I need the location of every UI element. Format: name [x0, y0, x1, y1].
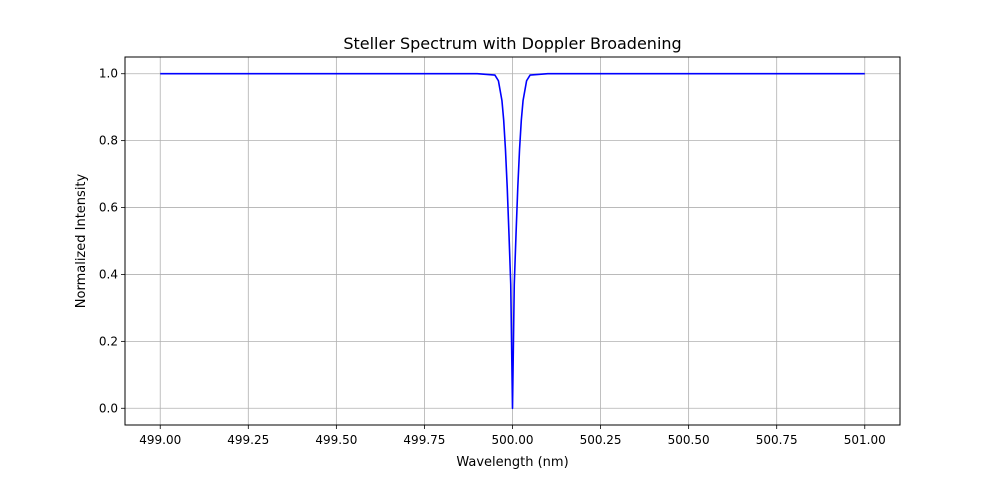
chart-title: Steller Spectrum with Doppler Broadening: [343, 34, 681, 53]
y-tick-label: 0.4: [99, 267, 118, 281]
y-axis: 0.0 0.2 0.4 0.6 0.8 1.0: [99, 67, 125, 415]
x-axis-label: Wavelength (nm): [456, 455, 568, 470]
x-axis: 499.00 499.25 499.50 499.75 500.00 500.25 500.…: [139, 425, 886, 447]
x-tick-label: 500.25: [580, 433, 622, 447]
x-tick-label: 500.50: [668, 433, 710, 447]
y-tick-label: 0.8: [99, 134, 118, 148]
x-tick-label: 499.00: [139, 433, 181, 447]
spectrum-line: [160, 72, 865, 410]
y-tick-label: 0.6: [99, 201, 118, 215]
x-tick-label: 501.00: [844, 433, 886, 447]
x-tick-label: 499.50: [315, 433, 357, 447]
y-axis-label: Normalized Intensity: [74, 173, 89, 308]
x-tick-label: 499.25: [227, 433, 269, 447]
y-tick-label: 1.0: [99, 67, 118, 81]
y-tick-label: 0.2: [99, 334, 118, 348]
grid: [125, 57, 900, 425]
x-tick-label: 499.75: [403, 433, 445, 447]
x-tick-label: 500.00: [492, 433, 534, 447]
x-tick-label: 500.75: [756, 433, 798, 447]
series-layer: [160, 72, 865, 410]
y-tick-label: 0.0: [99, 401, 118, 415]
